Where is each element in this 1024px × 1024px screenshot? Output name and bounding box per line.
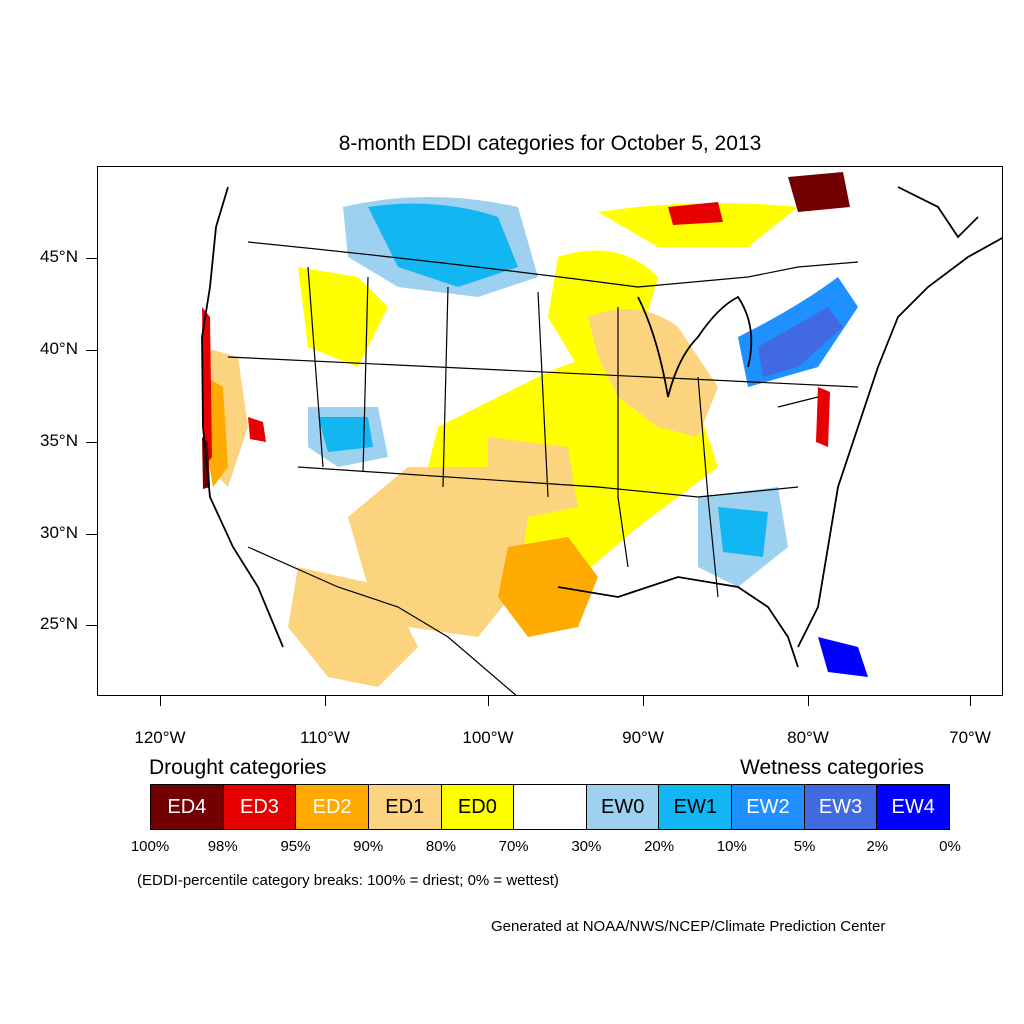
legend-swatch: EW0 [586, 785, 660, 829]
legend-break-label: 5% [793, 838, 816, 855]
legend-swatch: EW4 [877, 785, 950, 829]
legend-break-label: 30% [571, 838, 602, 855]
legend-swatch: ED2 [296, 785, 369, 829]
legend-break-label: 2% [866, 838, 889, 855]
legend-break-label: 70% [498, 838, 529, 855]
lon-tick [808, 696, 809, 706]
region-ed3-nevada [248, 417, 266, 442]
legend-break-label: 20% [644, 838, 675, 855]
region-ed3-east [816, 387, 830, 447]
legend-swatch [514, 785, 587, 829]
lon-label: 70°W [949, 728, 991, 747]
credit-text: Generated at NOAA/NWS/NCEP/Climate Predi… [491, 918, 886, 935]
region-ed0-northeast [598, 203, 798, 247]
legend-bar: ED4 ED3 ED2 ED1 ED0 EW0 EW1 EW2 EW3 EW4 [150, 784, 950, 830]
region-ed1-midwest [588, 309, 718, 437]
legend-break-label: 0% [939, 838, 961, 855]
lat-tick [86, 534, 97, 535]
region-ew3-northeast [758, 307, 843, 377]
region-ew4-florida [818, 637, 868, 677]
lat-tick [86, 350, 97, 351]
legend-swatch: EW2 [732, 785, 805, 829]
legend-swatch: ED0 [441, 785, 515, 829]
wetness-heading: Wetness categories [740, 756, 925, 779]
lat-label: 30°N [40, 523, 78, 542]
legend-break-label: 98% [207, 838, 238, 855]
lon-tick [970, 696, 971, 706]
map-title: 8-month EDDI categories for October 5, 2… [338, 132, 762, 155]
lon-tick [160, 696, 161, 706]
legend-break-label: 95% [280, 838, 311, 855]
legend-swatch: EW3 [804, 785, 878, 829]
lat-tick [86, 258, 97, 259]
legend-break-label: 100% [130, 838, 170, 855]
legend-note: (EDDI-percentile category breaks: 100% =… [137, 872, 559, 889]
lon-tick [488, 696, 489, 706]
lon-tick [325, 696, 326, 706]
drought-heading: Drought categories [149, 756, 327, 779]
region-ed1-mexico [288, 567, 418, 687]
lat-label: 25°N [40, 614, 78, 633]
lat-label: 45°N [40, 247, 78, 266]
lon-label: 80°W [787, 728, 829, 747]
region-ed4-canada [788, 172, 850, 212]
region-ed3-coast [202, 307, 212, 467]
legend-break-label: 10% [716, 838, 747, 855]
eddi-map [201, 167, 1002, 695]
state-boundaries [227, 241, 859, 695]
lat-label: 35°N [40, 431, 78, 450]
lat-label: 40°N [40, 339, 78, 358]
region-ed0-west [298, 267, 388, 367]
legend-break-label: 80% [425, 838, 456, 855]
legend-swatch: EW1 [659, 785, 733, 829]
region-ed2-westcoast [206, 377, 228, 487]
region-ed3-canada [668, 202, 723, 225]
legend-swatch: ED1 [368, 785, 442, 829]
lon-label: 110°W [300, 728, 350, 747]
lon-label: 100°W [462, 728, 514, 747]
coastlines [201, 186, 1002, 668]
map-frame [97, 166, 1003, 696]
lon-label: 120°W [134, 728, 186, 747]
legend-swatch: ED4 [151, 785, 224, 829]
region-ew1-north [368, 203, 518, 287]
lon-label: 90°W [622, 728, 664, 747]
lat-tick [86, 625, 97, 626]
region-ed1-plains [488, 437, 578, 517]
lon-tick [643, 696, 644, 706]
region-ed2-texas [498, 537, 598, 637]
lat-tick [86, 442, 97, 443]
legend-swatch: ED3 [223, 785, 297, 829]
region-ew1-southeast [718, 507, 768, 557]
legend-break-label: 90% [353, 838, 384, 855]
region-ew1-rockies [318, 417, 373, 452]
region-ed1-south [348, 467, 528, 637]
